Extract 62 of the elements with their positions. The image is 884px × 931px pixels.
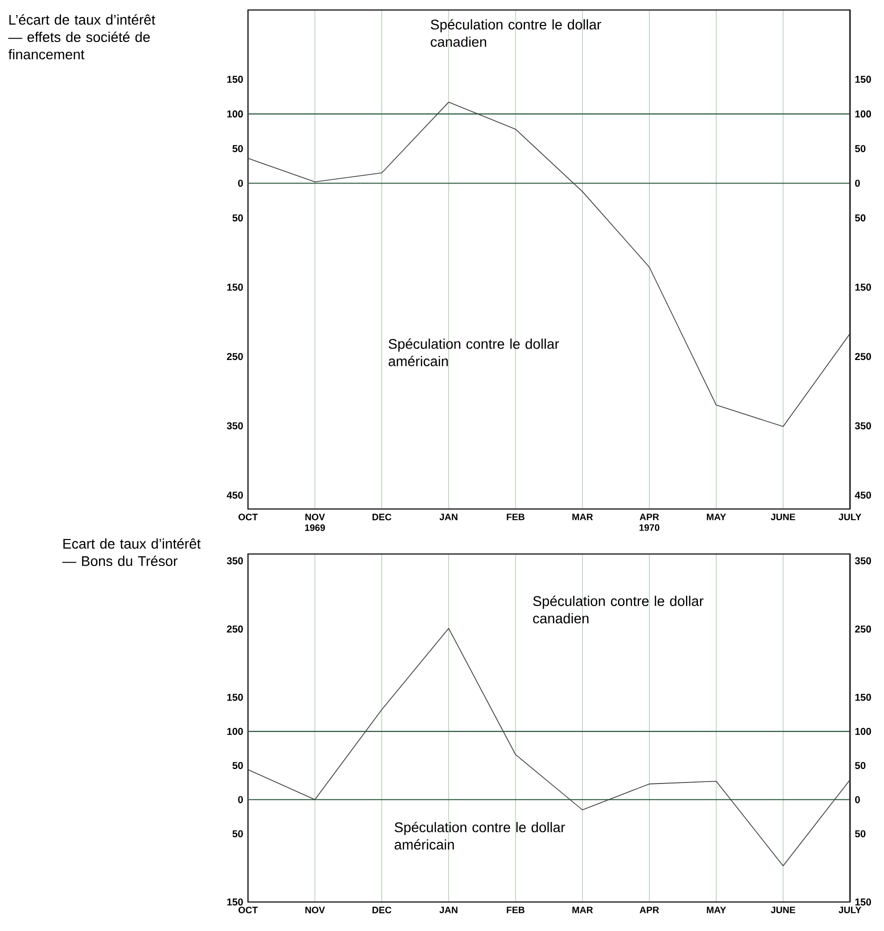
x-tick-label: JUNE: [770, 906, 796, 914]
y-axis-title: Ecart de taux d’intérêt — Bons du Trésor: [62, 538, 201, 566]
y-tick-label: 150: [227, 898, 243, 906]
y2-tick-label: 50: [855, 145, 866, 152]
y2-tick-label: 50: [855, 214, 866, 222]
y2-tick-label: 100: [855, 110, 871, 118]
y-tick-label: 50: [232, 145, 243, 152]
y-tick-label: 50: [232, 830, 243, 838]
annotation: Spéculation contre le dollar américain: [388, 338, 559, 366]
y2-tick-label: 250: [855, 352, 871, 360]
y2-tick-label: 150: [855, 76, 871, 83]
y-tick-label: 100: [227, 110, 243, 118]
y2-tick-label: 150: [855, 284, 871, 291]
y-axis-title: L’écart de taux d’intérêt — effets de société de financement: [8, 14, 156, 60]
y-tick-label: 150: [227, 76, 243, 83]
x-tick-label: DEC: [372, 514, 392, 520]
y2-tick-label: 0: [855, 180, 860, 187]
y2-tick-label: 0: [855, 796, 860, 804]
x-tick-label: JULY: [838, 514, 862, 520]
x-tick-label: NOV: [305, 906, 325, 914]
x-tick-label: OCT: [238, 514, 258, 520]
x-tick-label: JAN: [439, 514, 458, 520]
x-tick-label: FEB: [506, 906, 524, 914]
y-tick-label: 50: [232, 762, 243, 770]
annotation: Spéculation contre le dollar américain: [394, 822, 566, 850]
y2-tick-label: 100: [855, 728, 871, 735]
annotation: Spéculation contre le dollar canadien: [533, 596, 704, 624]
y2-tick-label: 450: [854, 492, 871, 499]
x-tick-label: NOV 1969: [305, 514, 325, 531]
x-tick-label: JUNE: [770, 514, 796, 520]
y-tick-label: 250: [226, 352, 243, 360]
x-tick-label: MAY: [706, 906, 726, 914]
y2-tick-label: 350: [854, 422, 871, 430]
x-tick-label: MAR: [572, 906, 593, 914]
x-tick-label: MAR: [572, 514, 593, 520]
y-tick-label: 250: [226, 626, 243, 633]
y-tick-label: 150: [227, 694, 243, 701]
y-tick-label: 350: [226, 557, 243, 564]
y-tick-label: 50: [232, 214, 243, 222]
y2-tick-label: 150: [855, 694, 871, 701]
y-tick-label: 0: [238, 180, 243, 187]
x-tick-label: JAN: [439, 906, 458, 914]
y2-tick-label: 350: [854, 557, 871, 564]
y-tick-label: 350: [226, 422, 243, 430]
x-tick-label: OCT: [238, 906, 258, 914]
line-series: [248, 102, 850, 427]
y-tick-label: 0: [238, 796, 243, 804]
y-tick-label: 150: [227, 284, 243, 291]
y2-tick-label: 50: [855, 830, 866, 838]
x-tick-label: JULY: [838, 906, 862, 914]
x-tick-label: DEC: [372, 906, 392, 914]
x-tick-label: MAY: [706, 514, 726, 520]
annotation: Spéculation contre le dollar canadien: [430, 19, 602, 47]
x-tick-label: APR 1970: [640, 514, 660, 531]
y2-tick-label: 250: [855, 626, 871, 633]
y2-tick-label: 50: [855, 762, 866, 770]
x-tick-label: FEB: [506, 514, 524, 520]
y-tick-label: 100: [227, 728, 243, 735]
x-tick-label: APR: [640, 906, 659, 914]
line-series: [248, 628, 850, 866]
y2-tick-label: 150: [855, 898, 871, 906]
y-tick-label: 450: [226, 492, 243, 499]
